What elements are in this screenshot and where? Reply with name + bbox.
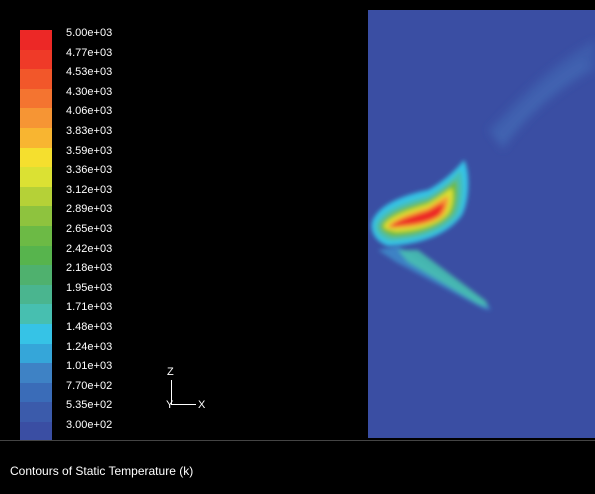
- legend-swatch: [20, 69, 52, 89]
- legend-label: 2.42e+03: [66, 242, 113, 255]
- legend-swatch: [20, 343, 52, 364]
- legend-swatch: [20, 49, 52, 70]
- legend-swatch: [20, 245, 52, 266]
- wall-wake: [378, 246, 491, 310]
- y-axis-label: Y: [166, 399, 174, 411]
- legend-swatch: [20, 206, 52, 226]
- color-legend: 5.00e+03 4.77e+03 4.53e+03 4.30e+03 4.06e+03…: [20, 27, 160, 440]
- flame-zone: [371, 160, 469, 246]
- graphics-viewport[interactable]: 5.00e+03 4.77e+03 4.53e+03 4.30e+03 4.06e+03…: [0, 0, 595, 440]
- legend-swatch: [20, 186, 52, 207]
- z-axis-line: [171, 380, 172, 404]
- legend-swatch: [20, 402, 52, 422]
- legend-label: 1.24e+03: [66, 340, 113, 353]
- legend-label: 4.06e+03: [66, 105, 113, 118]
- legend-swatch: [20, 304, 52, 324]
- legend-swatch: [20, 382, 52, 403]
- legend-label: 3.12e+03: [66, 183, 113, 196]
- legend-label: 3.00e+02: [66, 419, 113, 431]
- legend-swatch: [20, 147, 52, 168]
- plot-caption: Contours of Static Temperature (k): [10, 464, 194, 478]
- temperature-contour-plot[interactable]: [368, 10, 595, 438]
- legend-label: 1.01e+03: [66, 360, 113, 373]
- legend-swatch: [20, 422, 52, 440]
- axis-triad: Z Y X: [160, 364, 220, 414]
- legend-label: 5.35e+02: [66, 399, 113, 412]
- x-axis-label: X: [198, 399, 206, 411]
- legend-label: 1.48e+03: [66, 321, 113, 333]
- legend-swatch: [20, 284, 52, 305]
- legend-label: 3.83e+03: [66, 125, 113, 137]
- legend-label: 7.70e+02: [66, 379, 113, 392]
- legend-label: 4.77e+03: [66, 46, 113, 59]
- legend-label: 2.18e+03: [66, 262, 113, 275]
- legend-swatch: [20, 226, 52, 246]
- legend-swatch: [20, 363, 52, 383]
- plume-region: [488, 40, 595, 150]
- caption-bar: Contours of Static Temperature (k): [0, 440, 595, 494]
- legend-label: 5.00e+03: [66, 27, 113, 39]
- legend-label: 3.59e+03: [66, 144, 113, 157]
- legend-label: 1.95e+03: [66, 281, 113, 294]
- legend-swatch: [20, 30, 52, 50]
- legend-label: 1.71e+03: [66, 301, 113, 314]
- legend-swatch: [20, 167, 52, 187]
- legend-label: 2.65e+03: [66, 223, 113, 235]
- legend-swatch: [20, 88, 52, 109]
- legend-swatch: [20, 324, 52, 344]
- legend-label: 3.36e+03: [66, 164, 113, 177]
- z-axis-label: Z: [167, 366, 174, 378]
- legend-label: 4.30e+03: [66, 85, 113, 98]
- legend-label: 4.53e+03: [66, 66, 113, 79]
- legend-label: 2.89e+03: [66, 203, 113, 216]
- legend-swatch: [20, 128, 52, 148]
- legend-swatch: [20, 108, 52, 128]
- x-axis-line: [171, 404, 196, 405]
- legend-swatch: [20, 265, 52, 285]
